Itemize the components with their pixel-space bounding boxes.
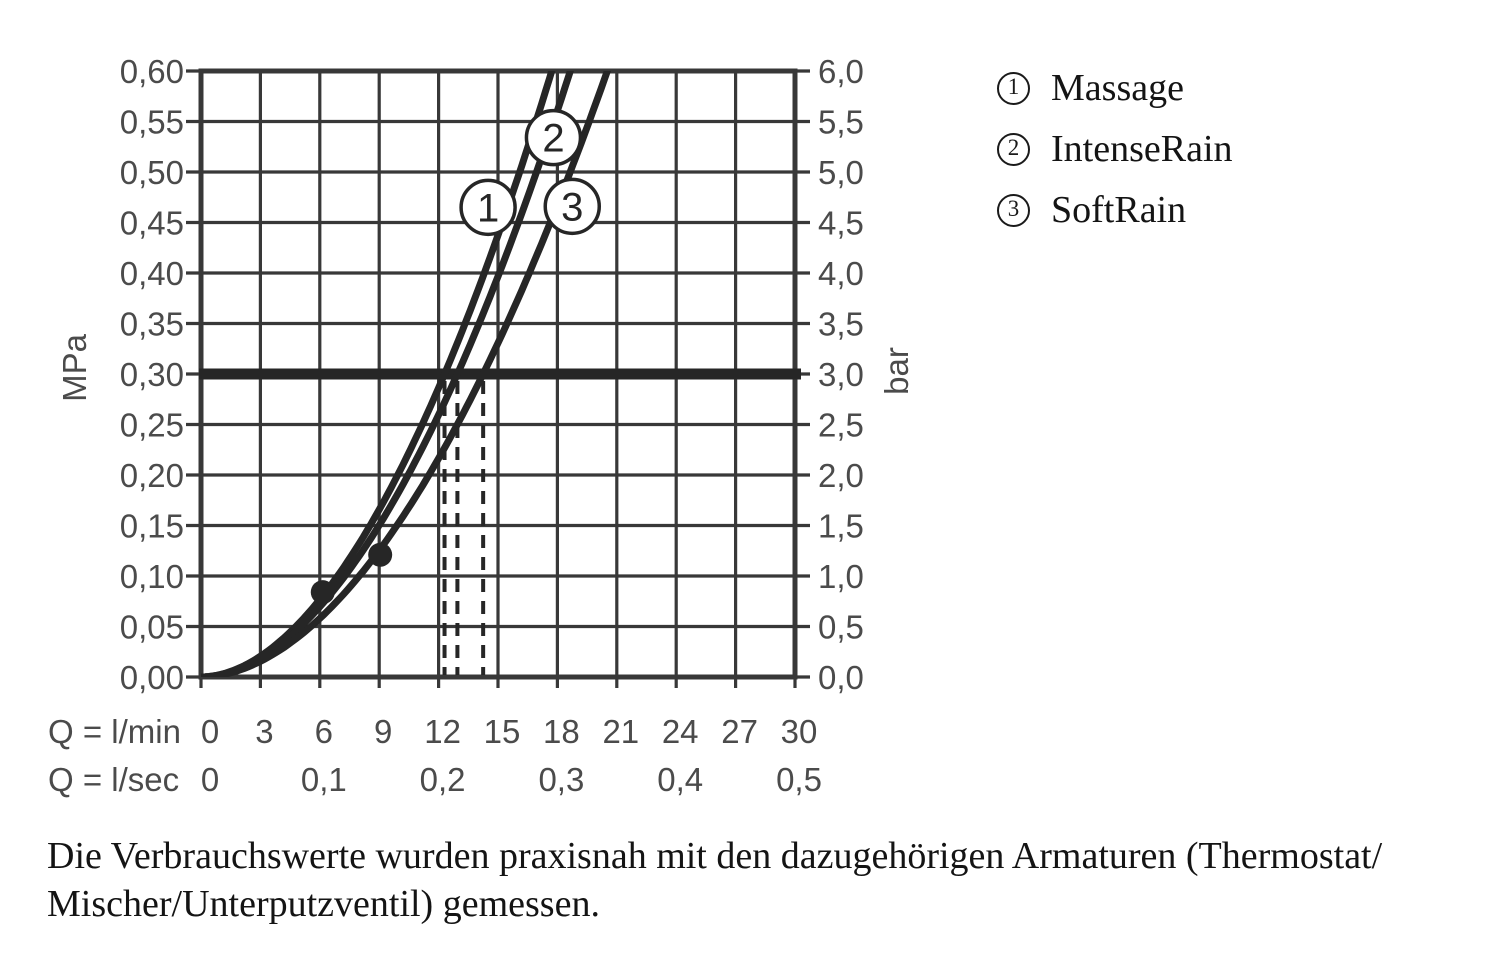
x-tick-label-lmin: 21	[602, 713, 639, 750]
y-left-tick-label: 0,55	[120, 104, 184, 141]
legend-item-massage: 1 Massage	[997, 67, 1233, 109]
x-tick-label-lmin: 18	[543, 713, 580, 750]
chart-legend: 1 Massage 2 IntenseRain 3 SoftRain	[997, 67, 1233, 253]
y-left-tick-label: 0,25	[120, 407, 184, 444]
y-left-tick-label: 0,50	[120, 154, 184, 191]
legend-label-intenserain: IntenseRain	[1051, 128, 1233, 170]
y-right-tick-label: 1,5	[818, 508, 864, 545]
y-left-tick-label: 0,30	[120, 356, 184, 393]
legend-item-intenserain: 2 IntenseRain	[997, 128, 1233, 170]
curve-label-circle-2	[524, 108, 583, 167]
y-left-tick-label: 0,40	[120, 255, 184, 292]
legend-circle-3-icon: 3	[997, 193, 1030, 227]
x-tick-label-lmin: 27	[721, 713, 758, 750]
footnote: Die Verbrauchswerte wurden praxisnah mit…	[47, 832, 1382, 928]
x-tick-label-lmin: 9	[374, 713, 392, 750]
curve-label-number-2: 2	[542, 117, 564, 161]
y-left-tick-label: 0,00	[120, 659, 184, 696]
x-tick-label-lmin: 24	[662, 713, 699, 750]
legend-circle-2-icon: 2	[997, 132, 1030, 166]
y-left-tick-label: 0,45	[120, 205, 184, 242]
y-left-tick-label: 0,15	[120, 508, 184, 545]
x-tick-label-lsec: 0,5	[776, 761, 822, 798]
measured-point-dot	[368, 542, 393, 567]
footnote-line-1: Die Verbrauchswerte wurden praxisnah mit…	[47, 835, 1383, 877]
y-right-tick-label: 3,5	[818, 306, 864, 343]
y-left-tick-label: 0,60	[120, 53, 184, 90]
y-right-tick-label: 3,0	[818, 356, 864, 393]
y-left-tick-label: 0,35	[120, 306, 184, 343]
x-tick-label-lmin: 30	[781, 713, 818, 750]
x-tick-label-lsec: 0,3	[538, 761, 584, 798]
y-left-tick-label: 0,20	[120, 457, 184, 494]
y-right-tick-label: 4,0	[818, 255, 864, 292]
x-tick-label-lsec: 0,2	[420, 761, 466, 798]
y-right-axis-unit: bar	[878, 347, 915, 395]
curve-label-circle-3	[543, 177, 601, 236]
x-tick-label-lmin: 0	[201, 713, 219, 750]
curve-label-number-1: 1	[477, 186, 499, 230]
y-right-tick-label: 6,0	[818, 53, 864, 90]
legend-item-softrain: 3 SoftRain	[997, 189, 1233, 231]
x-tick-label-lmin: 12	[424, 713, 461, 750]
x-tick-label-lsec: 0,1	[301, 761, 347, 798]
measured-point-dot	[310, 580, 335, 605]
x-tick-label-lmin: 6	[315, 713, 333, 750]
curve-label-circle-1	[459, 178, 517, 237]
legend-label-massage: Massage	[1051, 67, 1184, 109]
x-tick-label-lsec: 0	[201, 761, 219, 798]
y-right-tick-label: 5,5	[818, 104, 864, 141]
x-axis-unit-lsec: Q = l/sec	[48, 761, 179, 798]
legend-circle-1-icon: 1	[997, 71, 1030, 105]
y-right-tick-label: 1,0	[818, 558, 864, 595]
footnote-line-2: Mischer/Unterputzventil) gemessen.	[47, 883, 600, 925]
y-right-tick-label: 0,0	[818, 659, 864, 696]
y-right-tick-label: 2,5	[818, 407, 864, 444]
y-right-tick-label: 0,5	[818, 609, 864, 646]
x-tick-label-lmin: 3	[255, 713, 273, 750]
y-left-axis-unit: MPa	[56, 333, 93, 402]
legend-label-softrain: SoftRain	[1051, 189, 1187, 231]
y-left-tick-label: 0,10	[120, 558, 184, 595]
x-axis-unit-lmin: Q = l/min	[48, 713, 181, 750]
curve-label-number-3: 3	[561, 185, 583, 229]
y-right-tick-label: 5,0	[818, 154, 864, 191]
x-tick-label-lmin: 15	[484, 713, 521, 750]
y-left-tick-label: 0,05	[120, 609, 184, 646]
y-right-tick-label: 4,5	[818, 205, 864, 242]
x-tick-label-lsec: 0,4	[657, 761, 703, 798]
y-right-tick-label: 2,0	[818, 457, 864, 494]
